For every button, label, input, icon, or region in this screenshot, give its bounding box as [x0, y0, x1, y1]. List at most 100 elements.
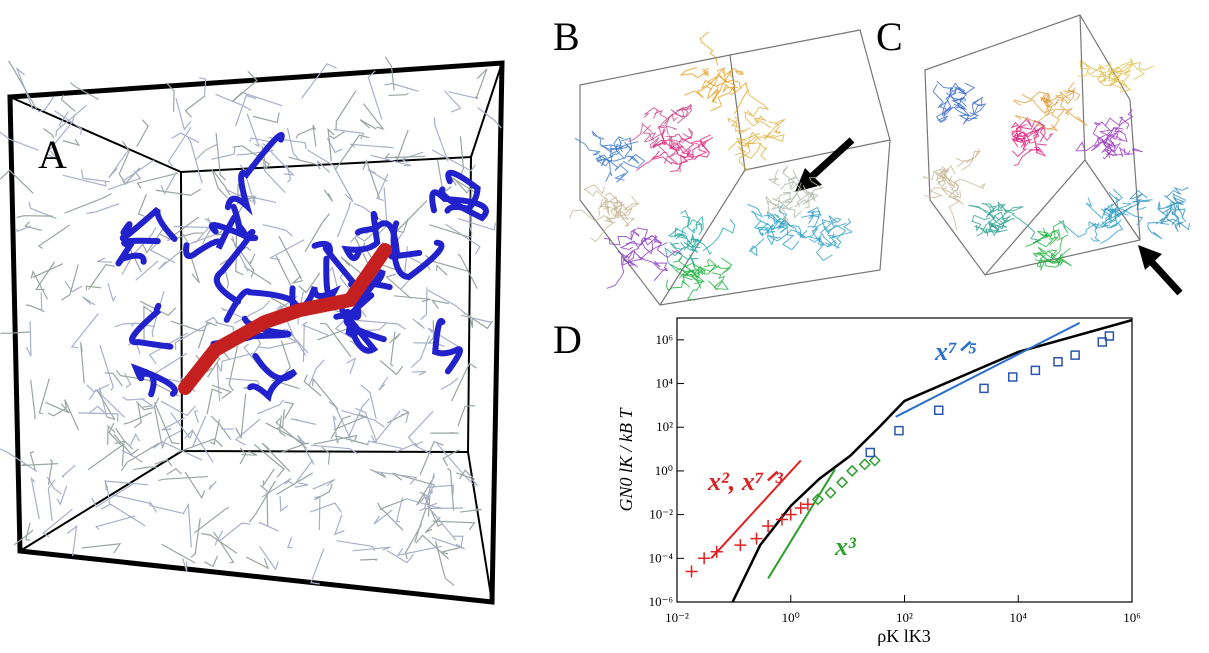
- trajectory: [1011, 124, 1029, 148]
- trajectory: [780, 225, 800, 251]
- filament: [191, 415, 207, 448]
- trajectory: [780, 179, 795, 191]
- trajectory: [680, 137, 695, 156]
- trajectory: [628, 122, 653, 142]
- trajectory: [1057, 253, 1065, 266]
- filament: [310, 444, 359, 455]
- filament: [443, 90, 462, 113]
- trajectory: [1055, 81, 1075, 100]
- filament: [435, 264, 448, 276]
- trajectory: [1108, 206, 1144, 226]
- filament: [426, 502, 457, 541]
- filament: [137, 193, 148, 217]
- trajectory: [1034, 254, 1062, 268]
- filament: [25, 304, 44, 312]
- filament: [383, 152, 426, 159]
- filament: [80, 342, 85, 384]
- renderings: [0, 14, 1190, 605]
- filament: [218, 522, 251, 543]
- trajectory: [796, 227, 819, 239]
- data-point: [1097, 337, 1108, 347]
- y-tick-label: 10²: [656, 419, 673, 434]
- data-point: [933, 405, 944, 415]
- filament: [262, 142, 296, 176]
- data-point: [811, 493, 824, 506]
- trajectory: [762, 134, 785, 143]
- filament: [366, 440, 402, 449]
- chain: [129, 302, 174, 350]
- filament: [97, 257, 113, 263]
- filament: [215, 132, 227, 181]
- box-a-edges: [9, 62, 503, 603]
- trajectory: [744, 109, 772, 129]
- trajectory: [941, 88, 957, 117]
- data-point: [979, 383, 989, 394]
- filament: [280, 340, 291, 374]
- trajectory: [1019, 120, 1046, 138]
- data-point: [1104, 331, 1115, 341]
- trajectory: [990, 211, 1011, 228]
- filament: [81, 543, 122, 554]
- trajectory: [831, 218, 854, 238]
- trajectory: [652, 150, 679, 166]
- filament: [262, 468, 275, 488]
- filament: [197, 321, 218, 349]
- filament: [107, 170, 142, 191]
- trajectory: [1036, 254, 1054, 268]
- filament: [113, 433, 140, 456]
- trajectory: [729, 81, 748, 115]
- trajectory: [682, 262, 700, 282]
- filament: [38, 378, 50, 415]
- filament: [374, 470, 418, 485]
- trajectory: [997, 203, 1006, 212]
- filament: [166, 467, 182, 475]
- filament: [140, 397, 154, 408]
- filament: [206, 388, 223, 415]
- box-b: [579, 29, 891, 306]
- filament: [284, 401, 295, 420]
- arrowhead-b: [795, 168, 822, 192]
- data-point: [1007, 372, 1018, 382]
- filament: [234, 418, 261, 446]
- filament: [32, 263, 64, 278]
- trajectory: [638, 242, 668, 260]
- y-tick-label: 10⁶: [655, 332, 673, 347]
- data-point: [1053, 356, 1063, 367]
- trajectory: [636, 227, 658, 246]
- filament: [174, 322, 212, 350]
- filament: [384, 82, 419, 92]
- trajectory: [922, 168, 947, 181]
- filament: [333, 166, 354, 202]
- filament: [104, 480, 149, 491]
- filament: [407, 410, 434, 447]
- trajectory: [736, 131, 761, 148]
- filament: [100, 503, 146, 527]
- filament: [88, 388, 126, 418]
- filament: [221, 427, 234, 430]
- filament: [354, 319, 406, 330]
- filament: [424, 516, 441, 534]
- filament: [288, 337, 307, 356]
- filament: [362, 242, 376, 264]
- trajectory: [604, 200, 629, 220]
- filament: [122, 396, 145, 401]
- trajectory: [599, 195, 619, 210]
- trajectory: [828, 224, 847, 249]
- filament: [211, 146, 236, 160]
- chain: [115, 237, 161, 267]
- trajectory: [1108, 127, 1124, 149]
- trajectory: [986, 213, 1007, 237]
- filament: [463, 312, 494, 330]
- filament: [259, 545, 279, 571]
- trajectory: [1014, 111, 1053, 124]
- trajectory: [763, 118, 786, 141]
- arrowhead-c: [1138, 245, 1162, 270]
- filament: [457, 405, 475, 427]
- chain: [444, 169, 481, 214]
- trajectory: [1093, 138, 1119, 149]
- filament: [335, 90, 357, 130]
- filament: [316, 160, 331, 173]
- trajectory: [657, 113, 678, 135]
- trajectory: [676, 103, 692, 118]
- filament: [432, 520, 476, 531]
